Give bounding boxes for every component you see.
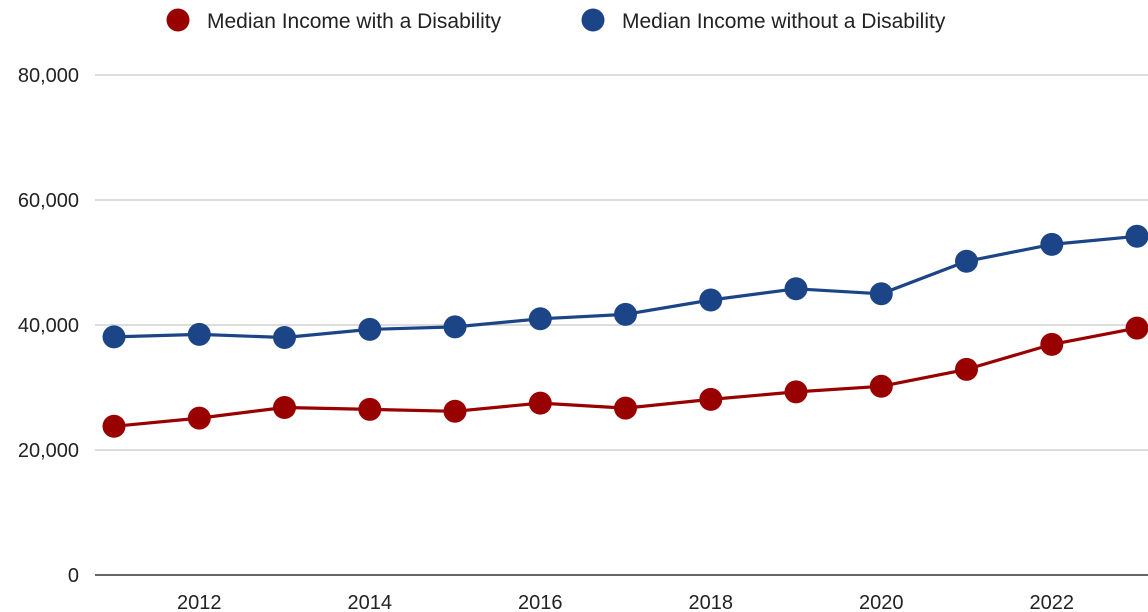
data-point	[528, 307, 552, 331]
data-point	[273, 396, 296, 419]
data-point	[1125, 316, 1148, 340]
data-point	[699, 387, 723, 411]
x-tick-label: 2018	[689, 592, 734, 612]
legend: Median Income with a Disability Median In…	[166, 8, 946, 33]
y-tick-label: 0	[68, 565, 79, 587]
data-point	[443, 399, 467, 423]
y-tick-label: 60,000	[18, 190, 79, 212]
data-point	[1040, 232, 1064, 256]
x-tick-label: 2020	[859, 592, 904, 612]
legend-label: Median Income without a Disability	[622, 10, 946, 33]
data-point	[187, 322, 211, 346]
data-point	[102, 414, 126, 438]
series-group	[102, 224, 1148, 438]
data-point	[955, 249, 978, 273]
data-point	[784, 380, 808, 404]
series-1	[102, 224, 1148, 349]
data-point	[1040, 332, 1064, 356]
data-point	[273, 326, 296, 349]
y-tick-label: 20,000	[18, 440, 79, 462]
legend-item: Median Income without a Disability	[581, 8, 946, 33]
x-tick-label: 2022	[1030, 592, 1075, 612]
data-point	[187, 406, 211, 430]
data-point	[358, 397, 382, 421]
legend-marker	[581, 8, 605, 32]
axes: 0 20,000 40,000 60,000 80,000 2012 2014 2016 201…	[18, 65, 1148, 612]
data-point	[869, 282, 893, 306]
data-point	[102, 325, 126, 349]
y-tick-label: 80,000	[18, 65, 79, 87]
data-point	[955, 357, 978, 381]
x-tick-label: 2012	[177, 592, 222, 612]
data-point	[1125, 224, 1148, 248]
data-point	[528, 391, 552, 415]
x-tick-label: 2016	[518, 592, 563, 612]
y-tick-label: 40,000	[18, 315, 79, 337]
gridlines	[95, 74, 1148, 451]
x-tick-label: 2014	[348, 592, 393, 612]
series-0	[102, 316, 1148, 438]
data-point	[699, 288, 723, 312]
data-point	[784, 277, 808, 301]
legend-marker	[166, 8, 190, 32]
data-point	[358, 317, 382, 341]
data-point	[443, 315, 467, 339]
data-point	[614, 302, 637, 326]
legend-label: Median Income with a Disability	[207, 10, 502, 33]
data-point	[869, 374, 893, 398]
data-point	[614, 396, 637, 420]
legend-item: Median Income with a Disability	[166, 8, 502, 33]
